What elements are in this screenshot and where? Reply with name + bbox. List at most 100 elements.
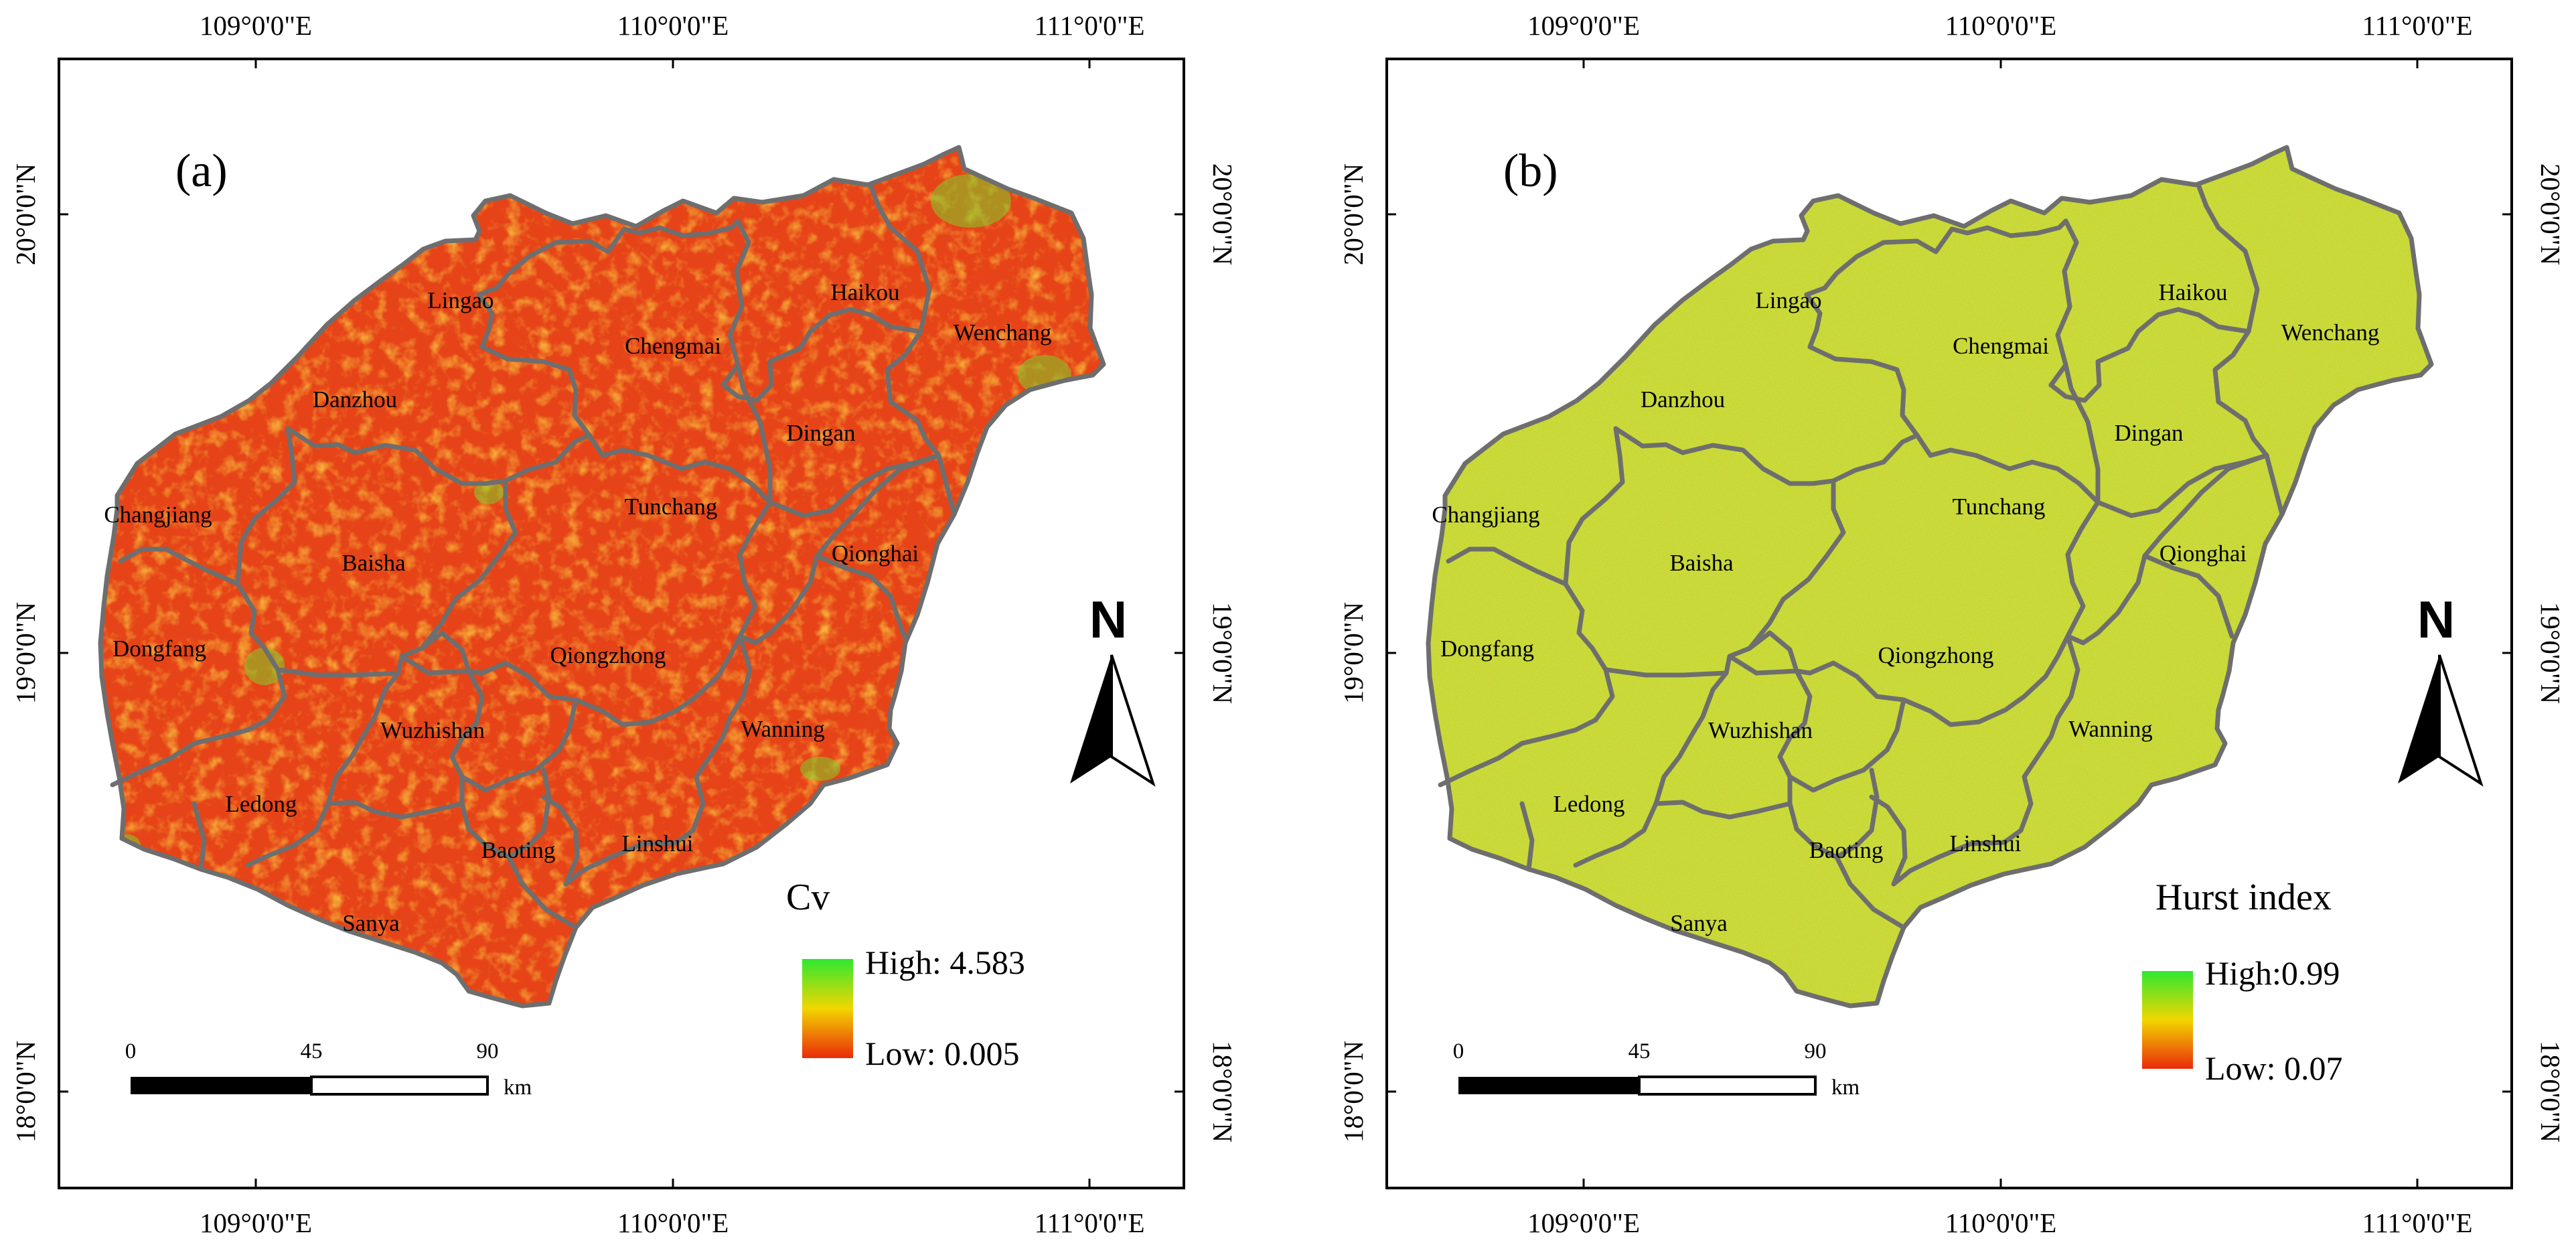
county-boundary-line — [192, 801, 207, 872]
region-label-wuzhishan: Wuzhishan — [1708, 717, 1813, 743]
county-boundary-line — [1727, 654, 1799, 676]
lat-label-right: 18°0'0"N — [2535, 1041, 2566, 1142]
county-boundary-line — [110, 546, 287, 788]
scale-tick-label: 45 — [1628, 1039, 1651, 1063]
map-frame — [58, 58, 1185, 1189]
county-boundary-line — [1831, 433, 1920, 484]
scale-tick-label: 45 — [301, 1039, 323, 1063]
legend: Hurst index High:0.99 Low: 0.07 — [2142, 877, 2343, 1087]
scale-unit: km — [504, 1076, 532, 1100]
county-boundary-line — [506, 855, 579, 930]
north-arrow: N — [1070, 590, 1156, 787]
county-boundary-line — [476, 226, 627, 297]
north-arrow-left-half — [1070, 655, 1112, 784]
region-label-linshui: Linshui — [1950, 830, 2022, 857]
legend-low-label: Low: 0.005 — [865, 1035, 1020, 1072]
region-label-qionghai: Qionghai — [2160, 540, 2247, 567]
scale-segment-black — [131, 1077, 311, 1094]
lat-label-right: 20°0'0"N — [2535, 163, 2566, 265]
legend-high-label: High:0.99 — [2205, 954, 2340, 992]
region-label-ledong: Ledong — [1554, 791, 1625, 817]
region-label-chengmai: Chengmai — [625, 333, 721, 359]
region-label-qiongzhong: Qiongzhong — [550, 642, 666, 668]
map-frame — [1385, 58, 2513, 1189]
region-label-changjiang: Changjiang — [104, 502, 212, 528]
region-label-wanning: Wanning — [741, 716, 825, 742]
region-label-linshui: Linshui — [622, 830, 694, 857]
county-boundary-line — [1603, 667, 1729, 678]
scale-tick-label: 90 — [477, 1039, 499, 1063]
county-boundary-line — [1804, 226, 1955, 297]
county-boundary-line — [1613, 426, 1836, 486]
lon-label-top: 109°0'0"E — [1527, 10, 1640, 41]
scale-tick-label: 0 — [125, 1039, 137, 1063]
region-label-baisha: Baisha — [342, 550, 406, 576]
county-boundary-line — [541, 794, 580, 887]
region-label-tunchang: Tunchang — [1953, 494, 2046, 520]
region-label-danzhou: Danzhou — [313, 386, 397, 413]
scale-unit: km — [1831, 1076, 1860, 1100]
county-boundary-line — [399, 654, 471, 676]
lon-label-top: 109°0'0"E — [200, 10, 312, 41]
county-boundary-line — [1747, 630, 1799, 674]
lon-label-bottom: 110°0'0"E — [1945, 1207, 2057, 1238]
county-boundary-line — [735, 362, 773, 505]
north-arrow-right-half — [2438, 654, 2484, 787]
north-arrow: N — [2398, 590, 2484, 787]
region-label-wanning: Wanning — [2068, 716, 2153, 742]
lon-label-top: 110°0'0"E — [617, 10, 729, 41]
coastline — [98, 145, 1106, 1009]
lat-label-right: 20°0'0"N — [1207, 163, 1238, 265]
region-label-wenchang: Wenchang — [2281, 319, 2380, 346]
region-label-qionghai: Qionghai — [832, 540, 919, 567]
lat-label-left: 18°0'0"N — [10, 1041, 41, 1142]
county-boundary-line — [1804, 292, 1906, 392]
coastline — [1426, 145, 2434, 1009]
county-boundary-line — [245, 478, 518, 868]
region-label-dongfang: Dongfang — [112, 636, 206, 662]
lat-label-right: 19°0'0"N — [2535, 602, 2566, 704]
north-arrow-left-half — [2398, 655, 2439, 784]
north-letter: N — [2417, 590, 2455, 649]
legend-title: Hurst index — [2155, 877, 2332, 918]
county-boundary-line — [1653, 800, 1793, 820]
county-boundary-line — [721, 307, 923, 403]
county-boundary-line — [885, 329, 957, 517]
county-boundary-line — [325, 800, 465, 820]
region-label-dingan: Dingan — [786, 420, 855, 446]
county-boundary-line — [563, 634, 753, 887]
lon-label-top: 110°0'0"E — [1945, 10, 2057, 41]
region-label-wenchang: Wenchang — [954, 319, 1052, 346]
county-boundary-line — [419, 630, 471, 674]
county-boundary-line — [275, 667, 401, 678]
region-label-danzhou: Danzhou — [1641, 386, 1725, 413]
region-label-sanya: Sanya — [342, 910, 400, 936]
legend-color-ramp — [2142, 971, 2193, 1069]
county-boundary-line — [1563, 426, 1625, 587]
county-boundary-line — [1834, 855, 1906, 930]
panel-label: (a) — [175, 145, 228, 197]
county-boundary-line — [285, 426, 508, 486]
region-label-dongfang: Dongfang — [1440, 636, 1534, 662]
lon-label-top: 111°0'0"E — [1034, 10, 1144, 41]
county-boundary-line — [503, 433, 592, 484]
panel-label: (b) — [1503, 145, 1558, 197]
legend-title: Cv — [786, 877, 830, 918]
county-boundary-line — [868, 182, 932, 334]
region-label-qiongzhong: Qiongzhong — [1878, 642, 1993, 668]
lon-label-bottom: 110°0'0"E — [617, 1207, 729, 1238]
county-boundary-line — [1573, 478, 1846, 868]
lat-label-right: 18°0'0"N — [1207, 1041, 1238, 1142]
lon-label-bottom: 109°0'0"E — [200, 1207, 312, 1238]
county-boundary-line — [1519, 801, 1535, 872]
county-boundary-line — [466, 500, 773, 727]
county-boundary-line — [2048, 307, 2251, 403]
region-label-sanya: Sanya — [1670, 910, 1728, 936]
region-label-ledong: Ledong — [226, 791, 297, 817]
scale-segment-black — [1458, 1077, 1639, 1094]
lat-label-right: 19°0'0"N — [1207, 602, 1238, 704]
county-boundary-line — [1869, 794, 1908, 887]
legend-high-label: High: 4.583 — [865, 944, 1025, 981]
